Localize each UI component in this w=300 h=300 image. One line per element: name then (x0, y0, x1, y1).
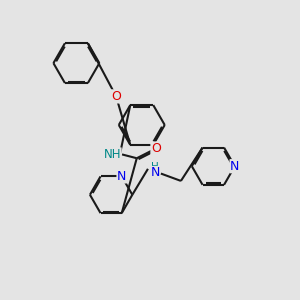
Text: O: O (151, 142, 161, 155)
Text: N: N (230, 160, 239, 173)
Text: N: N (117, 170, 126, 183)
Text: NH: NH (103, 148, 121, 161)
Text: O: O (111, 90, 121, 103)
Text: H: H (151, 162, 159, 172)
Text: N: N (150, 166, 160, 179)
